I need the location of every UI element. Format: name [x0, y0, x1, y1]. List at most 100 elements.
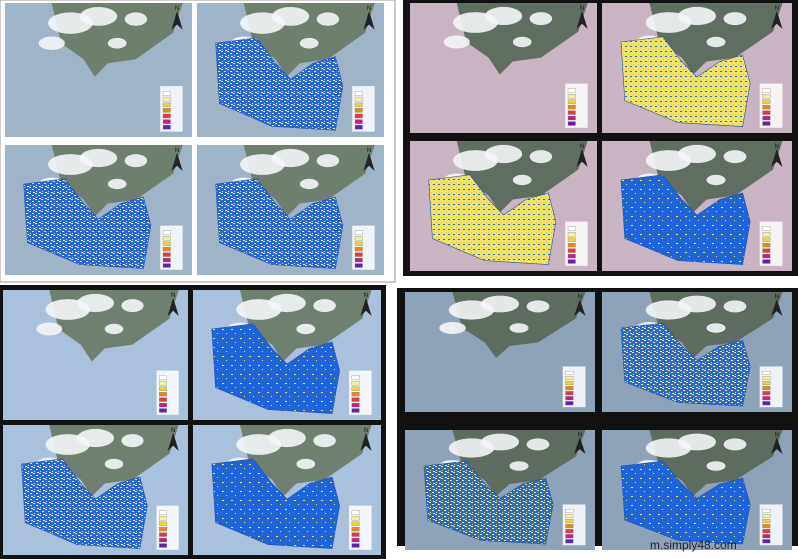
north-label: N: [171, 428, 175, 434]
map-panel: N: [193, 290, 381, 420]
legend-swatch: [762, 94, 771, 99]
cloud: [481, 295, 519, 313]
map-panel: N: [602, 292, 792, 412]
cloud: [313, 434, 336, 448]
legend-swatch: [351, 397, 360, 402]
legend-swatch: [762, 121, 771, 126]
cloud: [299, 37, 319, 49]
cloud: [439, 322, 466, 334]
map-panel: N: [5, 145, 192, 275]
legend-swatch: [762, 396, 771, 401]
legend-swatch: [567, 226, 576, 231]
legend-swatch: [567, 99, 576, 104]
cloud: [316, 12, 340, 26]
north-label: N: [775, 294, 779, 300]
legend-swatch: [762, 259, 771, 264]
legend-swatch: [354, 125, 363, 130]
north-arrow: [363, 152, 375, 171]
legend-swatch: [565, 381, 574, 386]
north-label: N: [578, 294, 582, 300]
legend-swatch: [565, 519, 574, 524]
cloud: [723, 12, 747, 26]
cloud: [268, 428, 306, 448]
legend-swatch: [565, 509, 574, 513]
cloud: [104, 323, 124, 335]
north-label: N: [580, 6, 584, 12]
legend-swatch: [354, 108, 363, 113]
legend-swatch: [354, 257, 363, 263]
north-arrow: [360, 297, 372, 316]
monitored-area: [23, 178, 152, 269]
legend-swatch: [162, 263, 171, 268]
legend-swatch: [565, 376, 574, 380]
cloud: [121, 434, 144, 448]
legend-swatch: [351, 510, 360, 515]
cloud: [107, 37, 127, 49]
monitored-area: [620, 322, 751, 407]
legend-swatch: [565, 534, 574, 539]
north-arrow: [574, 299, 586, 316]
legend-swatch: [567, 88, 576, 93]
cloud: [678, 295, 716, 313]
cloud: [271, 148, 310, 168]
legend-swatch: [567, 121, 576, 126]
cloud: [723, 438, 747, 451]
legend-swatch: [762, 519, 771, 524]
north-label: N: [775, 6, 779, 12]
legend-swatch: [159, 408, 167, 413]
cloud: [706, 174, 726, 186]
north-arrow: [167, 297, 179, 316]
map-panel: N: [602, 3, 792, 133]
legend-swatch: [762, 243, 771, 248]
legend-swatch: [354, 263, 363, 268]
legend-swatch: [762, 99, 771, 104]
cloud: [526, 300, 550, 313]
legend-swatch: [159, 527, 167, 532]
legend-swatch: [762, 391, 771, 396]
north-label: N: [175, 6, 179, 12]
legend-swatch: [567, 237, 576, 242]
map-panel: N: [3, 290, 188, 420]
legend-swatch: [159, 397, 167, 402]
legend-swatch: [351, 537, 360, 543]
north-label: N: [367, 6, 371, 12]
legend-swatch: [354, 91, 363, 96]
cloud: [678, 144, 716, 164]
map-panel: N: [405, 430, 595, 550]
legend-swatch: [351, 527, 360, 532]
legend-swatch: [354, 102, 363, 107]
legend-swatch: [351, 543, 360, 548]
monitored-area: [620, 174, 751, 265]
legend-swatch: [162, 108, 171, 113]
cloud: [484, 6, 523, 26]
legend-swatch: [354, 119, 363, 124]
legend-swatch: [567, 232, 576, 237]
legend-swatch: [162, 252, 171, 257]
legend-swatch: [565, 514, 574, 518]
cloud: [678, 433, 716, 451]
cloud: [526, 438, 550, 451]
legend-swatch: [762, 115, 771, 121]
legend-swatch: [351, 408, 360, 413]
legend-swatch: [567, 253, 576, 259]
legend-swatch: [762, 105, 771, 110]
cloud: [296, 458, 316, 470]
cloud: [38, 36, 65, 50]
legend-swatch: [567, 243, 576, 248]
north-arrow: [171, 11, 183, 30]
cloud: [107, 178, 127, 190]
legend-swatch: [162, 247, 171, 252]
north-label: N: [775, 144, 779, 150]
north-arrow: [363, 11, 375, 30]
north-arrow: [576, 10, 588, 30]
legend-swatch: [762, 88, 771, 93]
map-panel: N: [197, 145, 384, 275]
north-label: N: [580, 144, 584, 150]
map-panel: N: [410, 141, 597, 271]
legend-swatch: [159, 532, 167, 537]
legend-swatch: [762, 529, 771, 534]
legend-swatch: [354, 252, 363, 257]
legend-swatch: [354, 96, 363, 102]
north-label: N: [364, 428, 368, 434]
